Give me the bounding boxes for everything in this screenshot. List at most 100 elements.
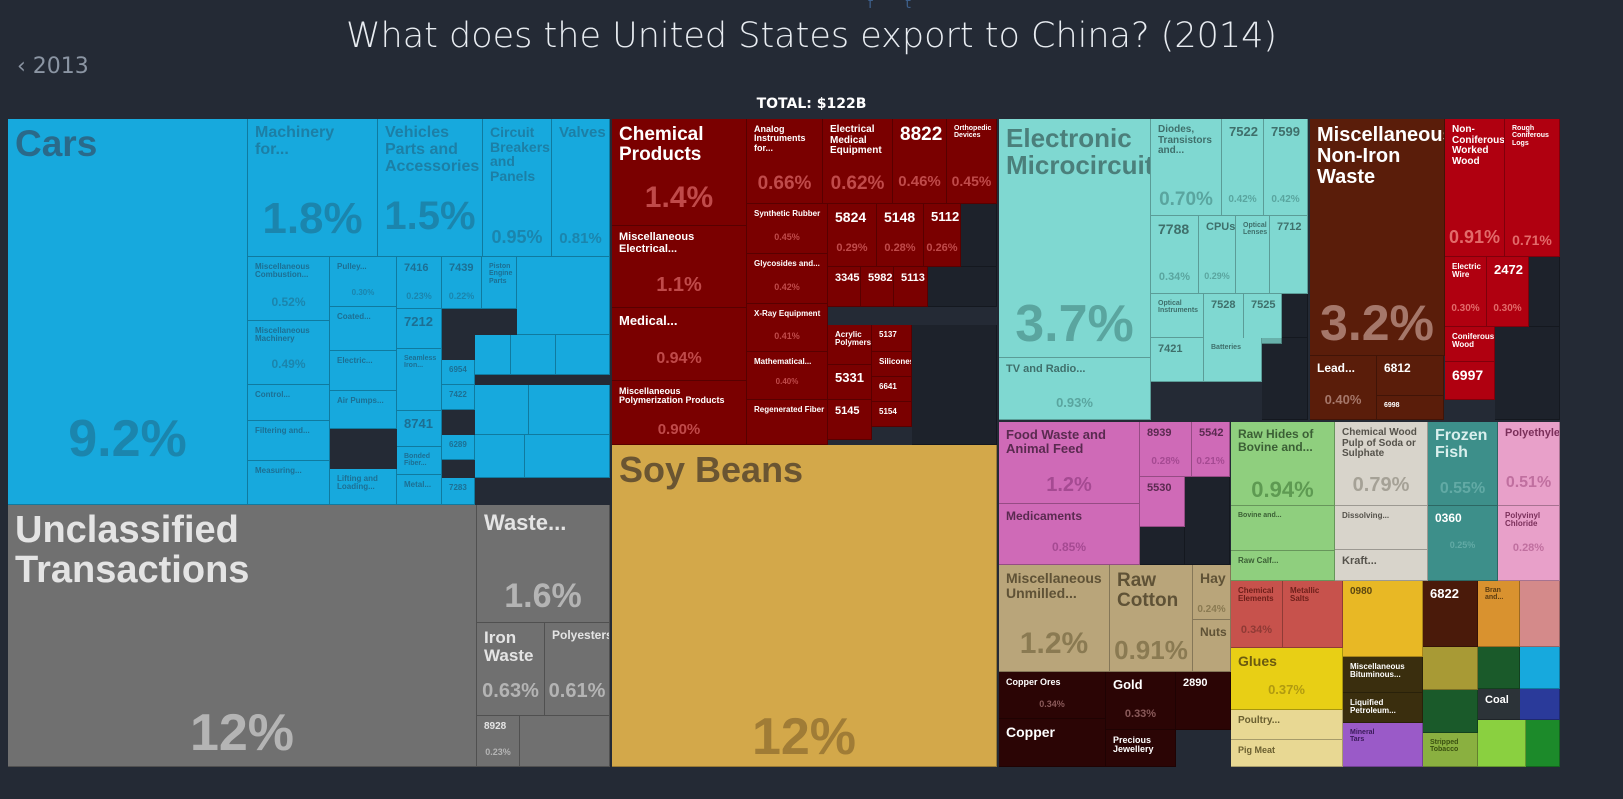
treemap-cell-misc-combustion[interactable]: Miscellaneous Combustion... 0.52%: [248, 257, 330, 321]
treemap-cell-c7283[interactable]: 7283: [442, 478, 475, 505]
treemap-filler-tile[interactable]: [1140, 527, 1185, 565]
treemap-cell-c7416[interactable]: 7416 0.23%: [397, 257, 442, 309]
treemap-cell-misc-electrical[interactable]: Miscellaneous Electrical... 1.1%: [612, 226, 747, 308]
social-share-icons[interactable]: f t: [868, 0, 925, 12]
treemap-cell-liquified-petroleum[interactable]: Liquified Petroleum...: [1343, 693, 1423, 723]
treemap-cell-misc-machinery[interactable]: Miscellaneous Machinery 0.49%: [248, 321, 330, 385]
treemap-cell-raw-hides[interactable]: Raw Hides of Bovine and... 0.94%: [1231, 422, 1335, 506]
treemap-cell-x-ray[interactable]: X-Ray Equipment 0.41%: [747, 304, 828, 352]
treemap-cell-c5145[interactable]: 5145: [828, 400, 872, 440]
treemap-cell-c5113[interactable]: 5113: [894, 267, 928, 307]
treemap-cell-metal[interactable]: Metal...: [397, 475, 442, 505]
treemap-cell-bran-and[interactable]: Bran and...: [1478, 581, 1520, 647]
treemap-cell-air-pumps[interactable]: Air Pumps...: [330, 391, 397, 429]
treemap-cell-soy-beans[interactable]: Soy Beans 12%: [612, 445, 997, 767]
treemap-cell-c7421[interactable]: 7421: [1151, 338, 1204, 382]
treemap-cell-hay[interactable]: Hay 0.24%: [1193, 565, 1231, 620]
treemap-cell-cars[interactable]: Cars 9.2%: [8, 119, 248, 505]
treemap-cell-copper-ores[interactable]: Copper Ores 0.34%: [999, 672, 1106, 719]
treemap-cell-medical[interactable]: Medical... 0.94%: [612, 308, 747, 381]
treemap-cell-silicones[interactable]: Silicones: [872, 352, 912, 377]
treemap-cell-lifting-loading[interactable]: Lifting and Loading...: [330, 469, 397, 505]
treemap-cell-c7788[interactable]: 7788 0.34%: [1151, 216, 1199, 294]
treemap-cell-coal[interactable]: Coal: [1478, 689, 1526, 720]
treemap-cell-unclassified[interactable]: Unclassified Transactions 12%: [8, 505, 477, 767]
treemap-cell-electric[interactable]: Electric...: [330, 351, 397, 391]
treemap-cell-synthetic-rubber[interactable]: Synthetic Rubber 0.45%: [747, 204, 828, 254]
treemap-cell-polyvinyl-chloride[interactable]: Polyvinyl Chloride 0.28%: [1498, 506, 1560, 581]
treemap-cell-batteries[interactable]: Batteries: [1204, 338, 1262, 382]
treemap-cell-misc-polymerization[interactable]: Miscellaneous Polymerization Products 0.9…: [612, 381, 747, 445]
treemap-cell-c6812[interactable]: 6812: [1377, 356, 1444, 396]
treemap-cell-c8822[interactable]: 8822 0.46%: [893, 119, 947, 204]
treemap-cell-polyesters[interactable]: Polyesters 0.61%: [545, 623, 610, 716]
treemap-cell-food-waste[interactable]: Food Waste and Animal Feed 1.2%: [999, 422, 1140, 504]
treemap-cell-c5154[interactable]: 5154: [872, 402, 912, 427]
treemap-cell-analog-instruments[interactable]: Analog Instruments for... 0.66%: [747, 119, 823, 204]
treemap-cell-c5542[interactable]: 5542 0.21%: [1192, 422, 1230, 477]
treemap-cell-c0980[interactable]: 0980: [1343, 581, 1423, 657]
treemap-cell-waste[interactable]: Waste... 1.6%: [477, 505, 610, 623]
treemap-cell-c8928[interactable]: 8928 0.23%: [477, 716, 520, 767]
treemap-cell-optical-lenses[interactable]: Optical Lenses: [1236, 216, 1270, 294]
treemap-cell-raw-cotton[interactable]: Raw Cotton 0.91%: [1110, 565, 1193, 672]
treemap-cell-rough-coniferous-logs[interactable]: Rough Coniferous Logs 0.71%: [1505, 119, 1560, 257]
treemap-cell-c6289[interactable]: 6289: [442, 435, 475, 460]
treemap-filler-tile[interactable]: [475, 385, 529, 435]
treemap-cell-electric-wire[interactable]: Electric Wire 0.30%: [1445, 257, 1487, 327]
treemap-filler-tile[interactable]: [511, 335, 556, 375]
treemap-filler-tile[interactable]: [961, 204, 997, 267]
treemap-filler-tile[interactable]: [928, 267, 997, 307]
treemap-cell-poultry[interactable]: Poultry...: [1231, 710, 1343, 740]
treemap-filler-tile[interactable]: [1478, 647, 1520, 689]
treemap-filler-tile[interactable]: [517, 257, 610, 335]
treemap-cell-c6822[interactable]: 6822: [1423, 581, 1478, 647]
treemap-filler-tile[interactable]: [1185, 477, 1230, 565]
treemap-cell-mathematical[interactable]: Mathematical... 0.40%: [747, 352, 828, 400]
treemap-cell-machinery-for[interactable]: Machinery for... 1.8%: [248, 119, 378, 257]
treemap-cell-c7212[interactable]: 7212: [397, 309, 442, 349]
treemap-cell-coniferous-wood[interactable]: Coniferous Wood: [1445, 327, 1495, 362]
treemap-cell-diodes[interactable]: Diodes, Transistors and... 0.70%: [1151, 119, 1222, 216]
treemap-filler-tile[interactable]: [1262, 338, 1308, 420]
treemap-cell-control[interactable]: Control...: [248, 385, 330, 421]
treemap-cell-c8939[interactable]: 8939 0.28%: [1140, 422, 1192, 477]
treemap-cell-c5982[interactable]: 5982: [861, 267, 894, 307]
treemap-filler-tile[interactable]: [525, 435, 610, 478]
treemap-cell-nuts[interactable]: Nuts: [1193, 620, 1231, 672]
treemap-cell-acrylic[interactable]: Acrylic Polymers: [828, 325, 872, 365]
treemap-cell-coated[interactable]: Coated...: [330, 307, 397, 351]
treemap-filler-tile[interactable]: [475, 435, 525, 478]
treemap-cell-chemical-wood-pulp[interactable]: Chemical Wood Pulp of Soda or Sulphate 0.…: [1335, 422, 1428, 506]
treemap-cell-c7525[interactable]: 7525: [1244, 294, 1282, 344]
treemap-cell-kraft[interactable]: Kraft...: [1335, 550, 1428, 581]
treemap-filler-tile[interactable]: [1423, 690, 1478, 733]
treemap-cell-chemical-elements[interactable]: Chemical Elements 0.34%: [1231, 581, 1283, 648]
treemap-cell-c7522[interactable]: 7522 0.42%: [1222, 119, 1264, 216]
treemap-filler-tile[interactable]: [912, 325, 997, 445]
treemap-cell-c7439[interactable]: 7439 0.22%: [442, 257, 482, 309]
treemap-cell-c7712[interactable]: 7712: [1270, 216, 1308, 294]
treemap-cell-c5137[interactable]: 5137: [872, 325, 912, 352]
treemap-cell-pig-meat[interactable]: Pig Meat: [1231, 740, 1343, 767]
treemap-cell-c2890[interactable]: 2890: [1176, 672, 1231, 730]
treemap-cell-lead[interactable]: Lead... 0.40%: [1310, 356, 1377, 420]
treemap-filler-tile[interactable]: [1282, 294, 1308, 338]
treemap-filler-tile[interactable]: [1423, 647, 1478, 690]
treemap-cell-valves[interactable]: Valves 0.81%: [552, 119, 610, 257]
treemap-filler-tile[interactable]: [1526, 720, 1560, 767]
treemap-cell-c7528[interactable]: 7528: [1204, 294, 1244, 344]
treemap-cell-gold[interactable]: Gold 0.33%: [1106, 672, 1176, 730]
treemap-cell-c6954[interactable]: 6954: [442, 360, 475, 385]
treemap-cell-seamless-iron[interactable]: Seamless Iron...: [397, 349, 442, 411]
treemap-cell-dissolving[interactable]: Dissolving...: [1335, 506, 1428, 550]
treemap-cell-c0360[interactable]: 0360 0.25%: [1428, 506, 1498, 581]
treemap-cell-chemical-products[interactable]: Chemical Products 1.4%: [612, 119, 747, 226]
treemap-cell-electronic-microcircuits[interactable]: Electronic Microcircuits 3.7%: [999, 119, 1151, 358]
treemap-cell-bovine-and[interactable]: Bovine and...: [1231, 506, 1335, 551]
treemap-cell-c5824[interactable]: 5824 0.29%: [828, 204, 877, 267]
treemap-cell-misc-bituminous[interactable]: Miscellaneous Bituminous...: [1343, 657, 1423, 693]
treemap-cell-c5331[interactable]: 5331: [828, 365, 872, 400]
treemap-cell-glycosides[interactable]: Glycosides and... 0.42%: [747, 254, 828, 304]
treemap-filler-tile[interactable]: [556, 335, 610, 375]
